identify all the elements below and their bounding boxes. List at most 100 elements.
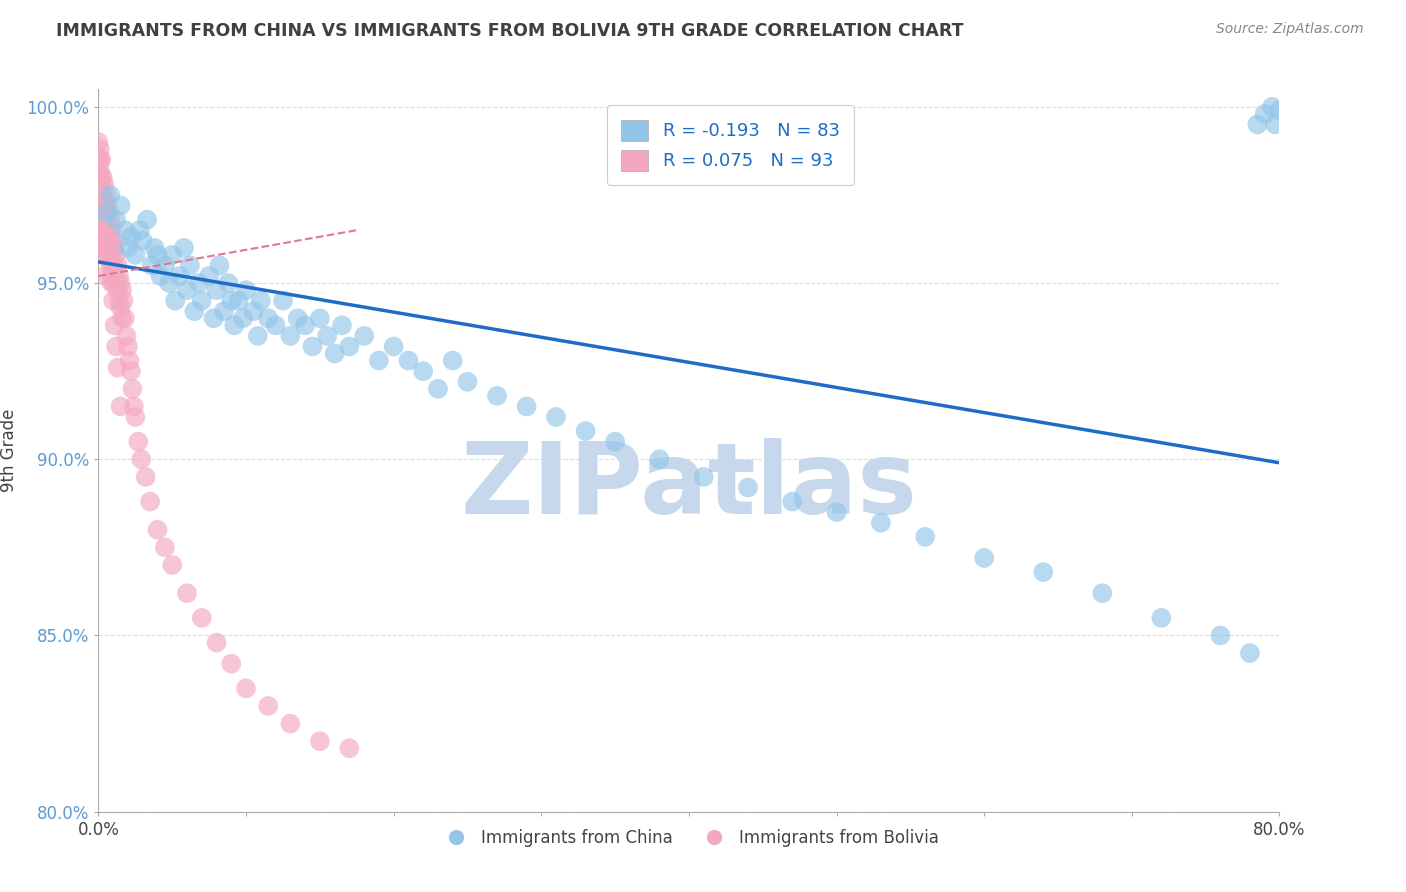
Immigrants from Bolivia: [118, 353, 141, 368]
Text: ZIPatlas: ZIPatlas: [461, 438, 917, 535]
Immigrants from China: [1150, 611, 1173, 625]
Immigrants from Bolivia: [114, 311, 136, 326]
Immigrants from China: [221, 293, 243, 308]
Immigrants from China: [1261, 100, 1284, 114]
Immigrants from China: [323, 346, 346, 360]
Immigrants from Bolivia: [87, 170, 110, 185]
Immigrants from Bolivia: [90, 153, 112, 167]
Immigrants from Bolivia: [89, 188, 111, 202]
Immigrants from Bolivia: [122, 400, 145, 414]
Immigrants from China: [1264, 118, 1286, 132]
Immigrants from Bolivia: [120, 364, 142, 378]
Immigrants from China: [427, 382, 450, 396]
Immigrants from China: [132, 234, 155, 248]
Text: Source: ZipAtlas.com: Source: ZipAtlas.com: [1216, 22, 1364, 37]
Immigrants from China: [149, 268, 172, 283]
Immigrants from Bolivia: [90, 234, 112, 248]
Immigrants from China: [648, 452, 671, 467]
Immigrants from China: [235, 283, 257, 297]
Immigrants from China: [141, 259, 163, 273]
Immigrants from Bolivia: [257, 698, 280, 713]
Immigrants from China: [301, 339, 323, 353]
Immigrants from Bolivia: [111, 311, 134, 326]
Immigrants from China: [1032, 565, 1054, 579]
Immigrants from China: [153, 259, 176, 273]
Immigrants from China: [382, 339, 405, 353]
Immigrants from Bolivia: [107, 360, 129, 375]
Immigrants from China: [191, 293, 214, 308]
Immigrants from Bolivia: [97, 252, 120, 266]
Immigrants from Bolivia: [100, 276, 122, 290]
Immigrants from Bolivia: [93, 241, 115, 255]
Immigrants from Bolivia: [93, 198, 115, 212]
Immigrants from China: [242, 304, 264, 318]
Immigrants from Bolivia: [96, 198, 118, 212]
Immigrants from Bolivia: [104, 318, 127, 333]
Immigrants from Bolivia: [129, 452, 152, 467]
Immigrants from Bolivia: [176, 586, 198, 600]
Immigrants from Bolivia: [124, 409, 146, 424]
Immigrants from Bolivia: [87, 205, 110, 219]
Immigrants from Bolivia: [108, 268, 131, 283]
Immigrants from China: [575, 424, 598, 438]
Y-axis label: 9th Grade: 9th Grade: [0, 409, 18, 492]
Immigrants from Bolivia: [90, 170, 112, 185]
Immigrants from Bolivia: [90, 178, 112, 192]
Immigrants from China: [183, 304, 205, 318]
Legend: Immigrants from China, Immigrants from Bolivia: Immigrants from China, Immigrants from B…: [432, 822, 946, 854]
Immigrants from China: [1091, 586, 1114, 600]
Immigrants from Bolivia: [103, 293, 125, 308]
Immigrants from Bolivia: [117, 339, 139, 353]
Immigrants from China: [457, 375, 479, 389]
Immigrants from Bolivia: [89, 142, 111, 156]
Immigrants from China: [441, 353, 464, 368]
Immigrants from Bolivia: [100, 223, 122, 237]
Immigrants from Bolivia: [93, 178, 115, 192]
Immigrants from China: [737, 480, 759, 494]
Immigrants from Bolivia: [153, 541, 176, 555]
Immigrants from China: [605, 434, 627, 449]
Immigrants from China: [162, 248, 183, 262]
Immigrants from Bolivia: [87, 153, 110, 167]
Immigrants from China: [208, 259, 231, 273]
Immigrants from Bolivia: [89, 163, 111, 178]
Immigrants from Bolivia: [339, 741, 361, 756]
Immigrants from China: [110, 198, 132, 212]
Immigrants from Bolivia: [127, 434, 149, 449]
Immigrants from China: [250, 293, 273, 308]
Immigrants from China: [98, 188, 121, 202]
Immigrants from China: [124, 248, 146, 262]
Immigrants from China: [546, 409, 568, 424]
Immigrants from China: [1209, 628, 1232, 642]
Immigrants from China: [280, 329, 302, 343]
Immigrants from China: [143, 241, 166, 255]
Immigrants from China: [1239, 646, 1261, 660]
Immigrants from China: [105, 212, 128, 227]
Immigrants from Bolivia: [121, 382, 143, 396]
Immigrants from Bolivia: [91, 212, 114, 227]
Immigrants from Bolivia: [91, 223, 114, 237]
Immigrants from China: [224, 318, 246, 333]
Immigrants from China: [287, 311, 309, 326]
Immigrants from Bolivia: [111, 283, 134, 297]
Immigrants from China: [330, 318, 353, 333]
Immigrants from China: [202, 311, 225, 326]
Immigrants from Bolivia: [87, 188, 110, 202]
Immigrants from China: [228, 293, 250, 308]
Immigrants from Bolivia: [115, 329, 138, 343]
Immigrants from China: [914, 530, 936, 544]
Immigrants from Bolivia: [309, 734, 332, 748]
Immigrants from China: [412, 364, 434, 378]
Immigrants from China: [1254, 107, 1277, 121]
Immigrants from Bolivia: [89, 223, 111, 237]
Immigrants from Bolivia: [89, 153, 111, 167]
Immigrants from Bolivia: [87, 223, 110, 237]
Immigrants from Bolivia: [90, 198, 112, 212]
Immigrants from China: [368, 353, 391, 368]
Immigrants from China: [187, 276, 209, 290]
Immigrants from Bolivia: [93, 223, 115, 237]
Immigrants from Bolivia: [94, 212, 117, 227]
Immigrants from China: [246, 329, 269, 343]
Immigrants from Bolivia: [94, 234, 117, 248]
Immigrants from China: [179, 259, 201, 273]
